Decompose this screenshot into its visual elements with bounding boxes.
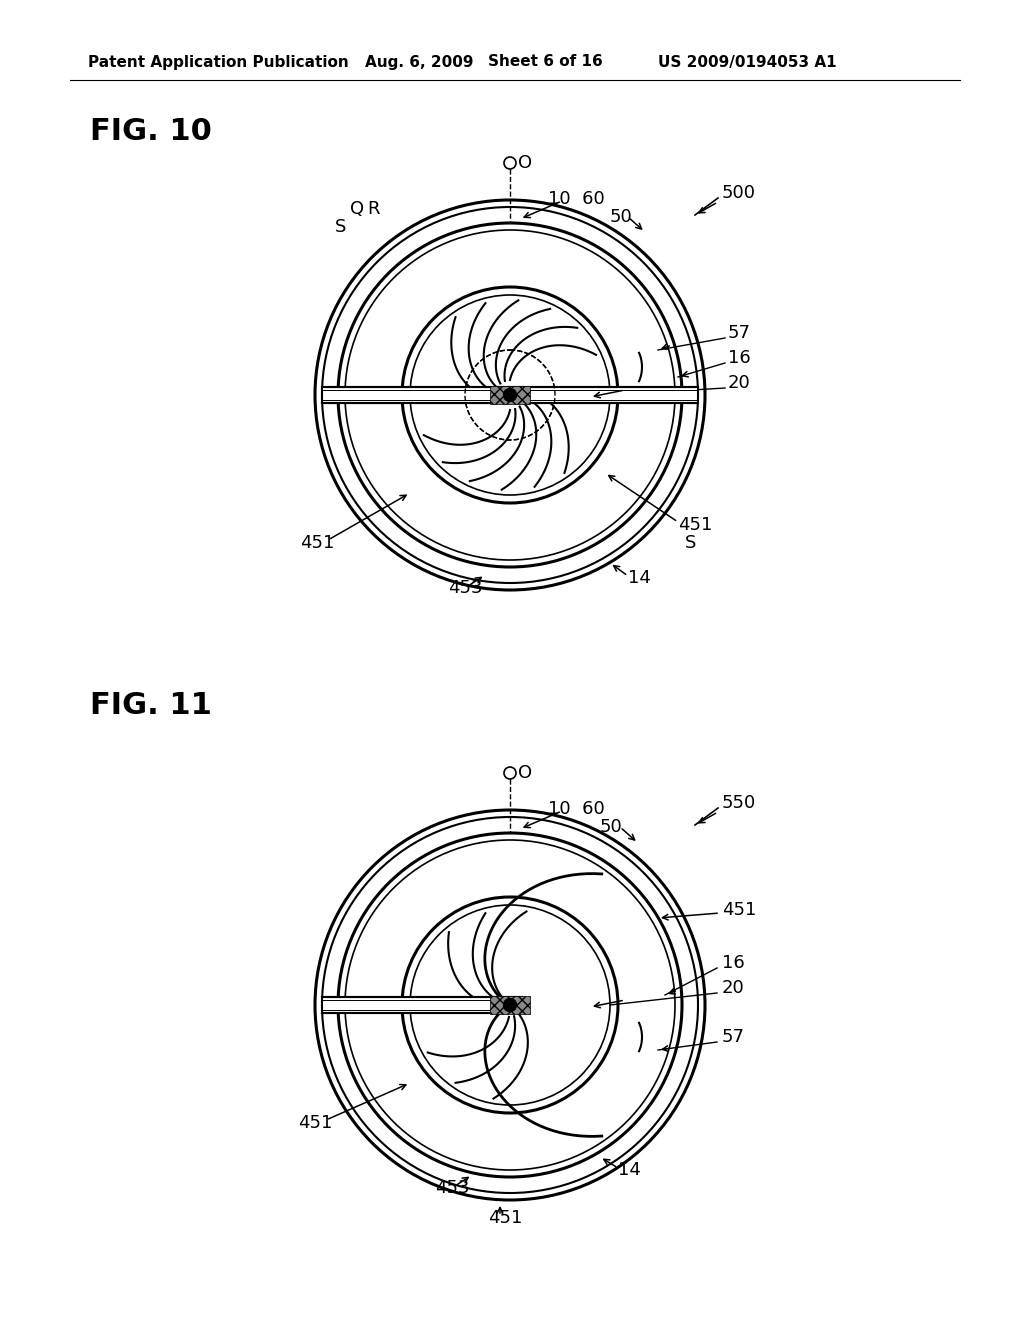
Text: 20: 20 — [728, 374, 751, 392]
Text: S: S — [335, 218, 346, 236]
Text: R: R — [367, 201, 380, 218]
Text: 14: 14 — [628, 569, 651, 587]
Text: 550: 550 — [722, 795, 757, 812]
Bar — [490, 997, 530, 1014]
Text: 50: 50 — [610, 209, 633, 226]
Text: 451: 451 — [298, 1114, 333, 1133]
Text: 16: 16 — [728, 348, 751, 367]
Text: 500: 500 — [722, 183, 756, 202]
Text: 57: 57 — [728, 323, 751, 342]
Text: 451: 451 — [722, 902, 757, 919]
Text: 50: 50 — [600, 818, 623, 836]
Text: 453: 453 — [435, 1179, 469, 1197]
Text: S: S — [685, 535, 696, 552]
Text: 451: 451 — [678, 516, 713, 535]
Circle shape — [504, 389, 516, 401]
Text: Q: Q — [350, 201, 365, 218]
Bar — [490, 385, 530, 404]
Text: 57: 57 — [722, 1028, 745, 1045]
Text: 16: 16 — [722, 954, 744, 972]
Text: Sheet 6 of 16: Sheet 6 of 16 — [488, 54, 603, 70]
Text: 10  60: 10 60 — [548, 190, 605, 209]
Text: US 2009/0194053 A1: US 2009/0194053 A1 — [658, 54, 837, 70]
Text: FIG. 11: FIG. 11 — [90, 690, 212, 719]
Circle shape — [504, 999, 516, 1011]
Text: Aug. 6, 2009: Aug. 6, 2009 — [365, 54, 473, 70]
Text: 453: 453 — [449, 579, 482, 597]
Circle shape — [504, 389, 516, 401]
Text: FIG. 10: FIG. 10 — [90, 117, 212, 147]
Text: 10  60: 10 60 — [548, 800, 605, 818]
Text: 14: 14 — [618, 1162, 641, 1179]
Text: 20: 20 — [722, 979, 744, 997]
Text: 451: 451 — [300, 535, 335, 552]
Circle shape — [504, 999, 516, 1011]
Bar — [322, 387, 698, 403]
Text: O: O — [518, 764, 532, 781]
Text: 451: 451 — [488, 1209, 522, 1228]
Text: Patent Application Publication: Patent Application Publication — [88, 54, 349, 70]
Bar — [322, 997, 522, 1012]
Text: O: O — [518, 154, 532, 172]
